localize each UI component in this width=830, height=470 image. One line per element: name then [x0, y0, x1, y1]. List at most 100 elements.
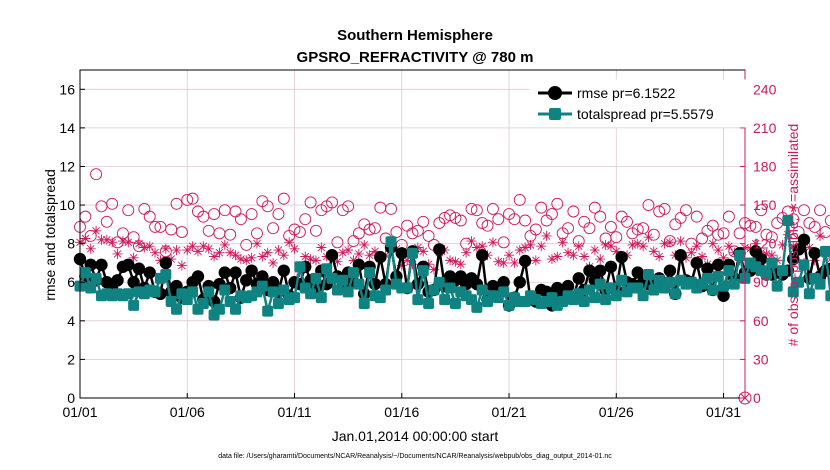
totalspread-point — [787, 286, 799, 298]
y-tick-label-right: 120 — [753, 236, 777, 252]
possible-obs-point — [642, 199, 655, 212]
possible-obs-point — [513, 193, 526, 206]
assimilated-obs-point — [80, 233, 91, 244]
metric-series-layer — [73, 214, 830, 321]
totalspread-point — [122, 288, 134, 300]
assimilated-obs-point — [697, 251, 708, 262]
assimilated-obs-point — [750, 238, 761, 249]
rmse-point — [277, 264, 290, 277]
totalspread-point — [342, 286, 354, 298]
rmse-point — [663, 264, 677, 277]
totalspread-point — [256, 280, 268, 292]
assimilated-obs-point — [638, 241, 649, 252]
possible-obs-point — [277, 192, 290, 205]
possible-obs-point — [240, 238, 253, 251]
possible-obs-point — [717, 227, 730, 240]
assimilated-obs-point — [718, 252, 729, 263]
possible-obs-point — [722, 210, 735, 223]
assimilated-obs-point — [477, 241, 488, 252]
totalspread-point — [348, 267, 360, 279]
rmse-point — [159, 256, 173, 270]
assimilated-obs-point — [123, 237, 134, 248]
totalspread-point — [616, 274, 628, 286]
assimilated-obs-point — [557, 237, 568, 248]
possible-obs-point — [261, 200, 274, 213]
assimilated-obs-point — [461, 247, 472, 258]
totalspread-point — [230, 303, 242, 315]
y-tick-label-left: 6 — [67, 274, 75, 290]
assimilated-obs-point — [101, 234, 112, 245]
totalspread-point — [498, 286, 510, 298]
assimilated-obs-point — [514, 245, 525, 256]
totalspread-point — [85, 282, 97, 294]
assimilated-obs-point — [219, 239, 230, 250]
assimilated-obs-point — [96, 234, 107, 245]
rmse-point — [395, 247, 408, 260]
assimilated-obs-point — [332, 256, 343, 267]
assimilated-obs-point — [723, 241, 734, 252]
totalspread-point — [262, 305, 274, 317]
assimilated-obs-point — [91, 225, 102, 236]
possible-obs-point — [288, 223, 301, 236]
possible-obs-point — [465, 202, 478, 215]
y-tick-label-left: 14 — [59, 120, 75, 136]
possible-obs-point — [519, 214, 532, 227]
assimilated-obs-point — [761, 248, 772, 259]
chart-subtitle: GPSRO_REFRACTIVITY @ 780 m — [297, 49, 534, 66]
possible-obs-point — [90, 168, 103, 181]
assimilated-obs-point — [412, 242, 423, 253]
possible-obs-point — [310, 224, 322, 237]
rmse-point — [631, 266, 644, 279]
rmse-point — [797, 233, 811, 246]
rmse-point — [711, 258, 725, 272]
totalspread-point — [213, 303, 225, 315]
rmse-point — [792, 243, 805, 256]
totalspread-point — [734, 249, 746, 261]
y-tick-label-right: 240 — [753, 81, 777, 97]
totalspread-point — [331, 284, 343, 296]
possible-obs-point — [824, 214, 830, 227]
possible-obs-point — [444, 209, 456, 222]
assimilated-obs-point — [605, 241, 616, 252]
totalspread-point — [326, 272, 338, 284]
possible-obs-point — [143, 210, 156, 223]
rmse-point — [690, 256, 703, 270]
totalspread-point — [353, 278, 365, 290]
possible-obs-point — [272, 208, 285, 221]
totalspread-point — [197, 297, 209, 309]
totalspread-point — [305, 288, 317, 300]
possible-obs-point — [170, 197, 183, 210]
rmse-point — [245, 264, 258, 277]
assimilated-obs-point — [466, 236, 477, 247]
possible-obs-point — [326, 196, 339, 209]
rmse-point — [604, 260, 618, 273]
assimilated-obs-point — [487, 237, 498, 248]
y-tick-label-right: 180 — [753, 158, 777, 174]
rmse-point — [191, 270, 205, 283]
assimilated-obs-point — [509, 257, 520, 268]
totalspread-point — [433, 276, 445, 288]
assimilated-obs-point — [112, 248, 123, 259]
assimilated-obs-point — [541, 230, 552, 241]
assimilated-obs-point — [520, 242, 531, 253]
assimilated-obs-point — [150, 247, 161, 258]
totalspread-point — [476, 284, 488, 296]
totalspread-point — [380, 284, 392, 296]
possible-obs-point — [749, 220, 762, 233]
assimilated-obs-point — [627, 239, 638, 250]
assimilated-obs-point — [284, 237, 295, 248]
data-file-footer: data file: /Users/gharamti/Documents/NCA… — [218, 453, 612, 460]
totalspread-point — [128, 299, 140, 311]
assimilated-obs-point — [235, 254, 246, 265]
possible-obs-point — [486, 202, 499, 215]
totalspread-point — [594, 278, 606, 290]
rmse-point — [266, 276, 280, 289]
assimilated-obs-point — [691, 241, 702, 252]
assimilated-obs-point — [643, 232, 654, 243]
possible-obs-point — [610, 231, 623, 244]
assimilated-obs-point — [192, 246, 203, 257]
possible-obs-point — [481, 219, 494, 232]
possible-obs-point — [470, 204, 483, 217]
assimilated-obs-point — [809, 255, 820, 266]
rmse-point — [218, 266, 231, 279]
